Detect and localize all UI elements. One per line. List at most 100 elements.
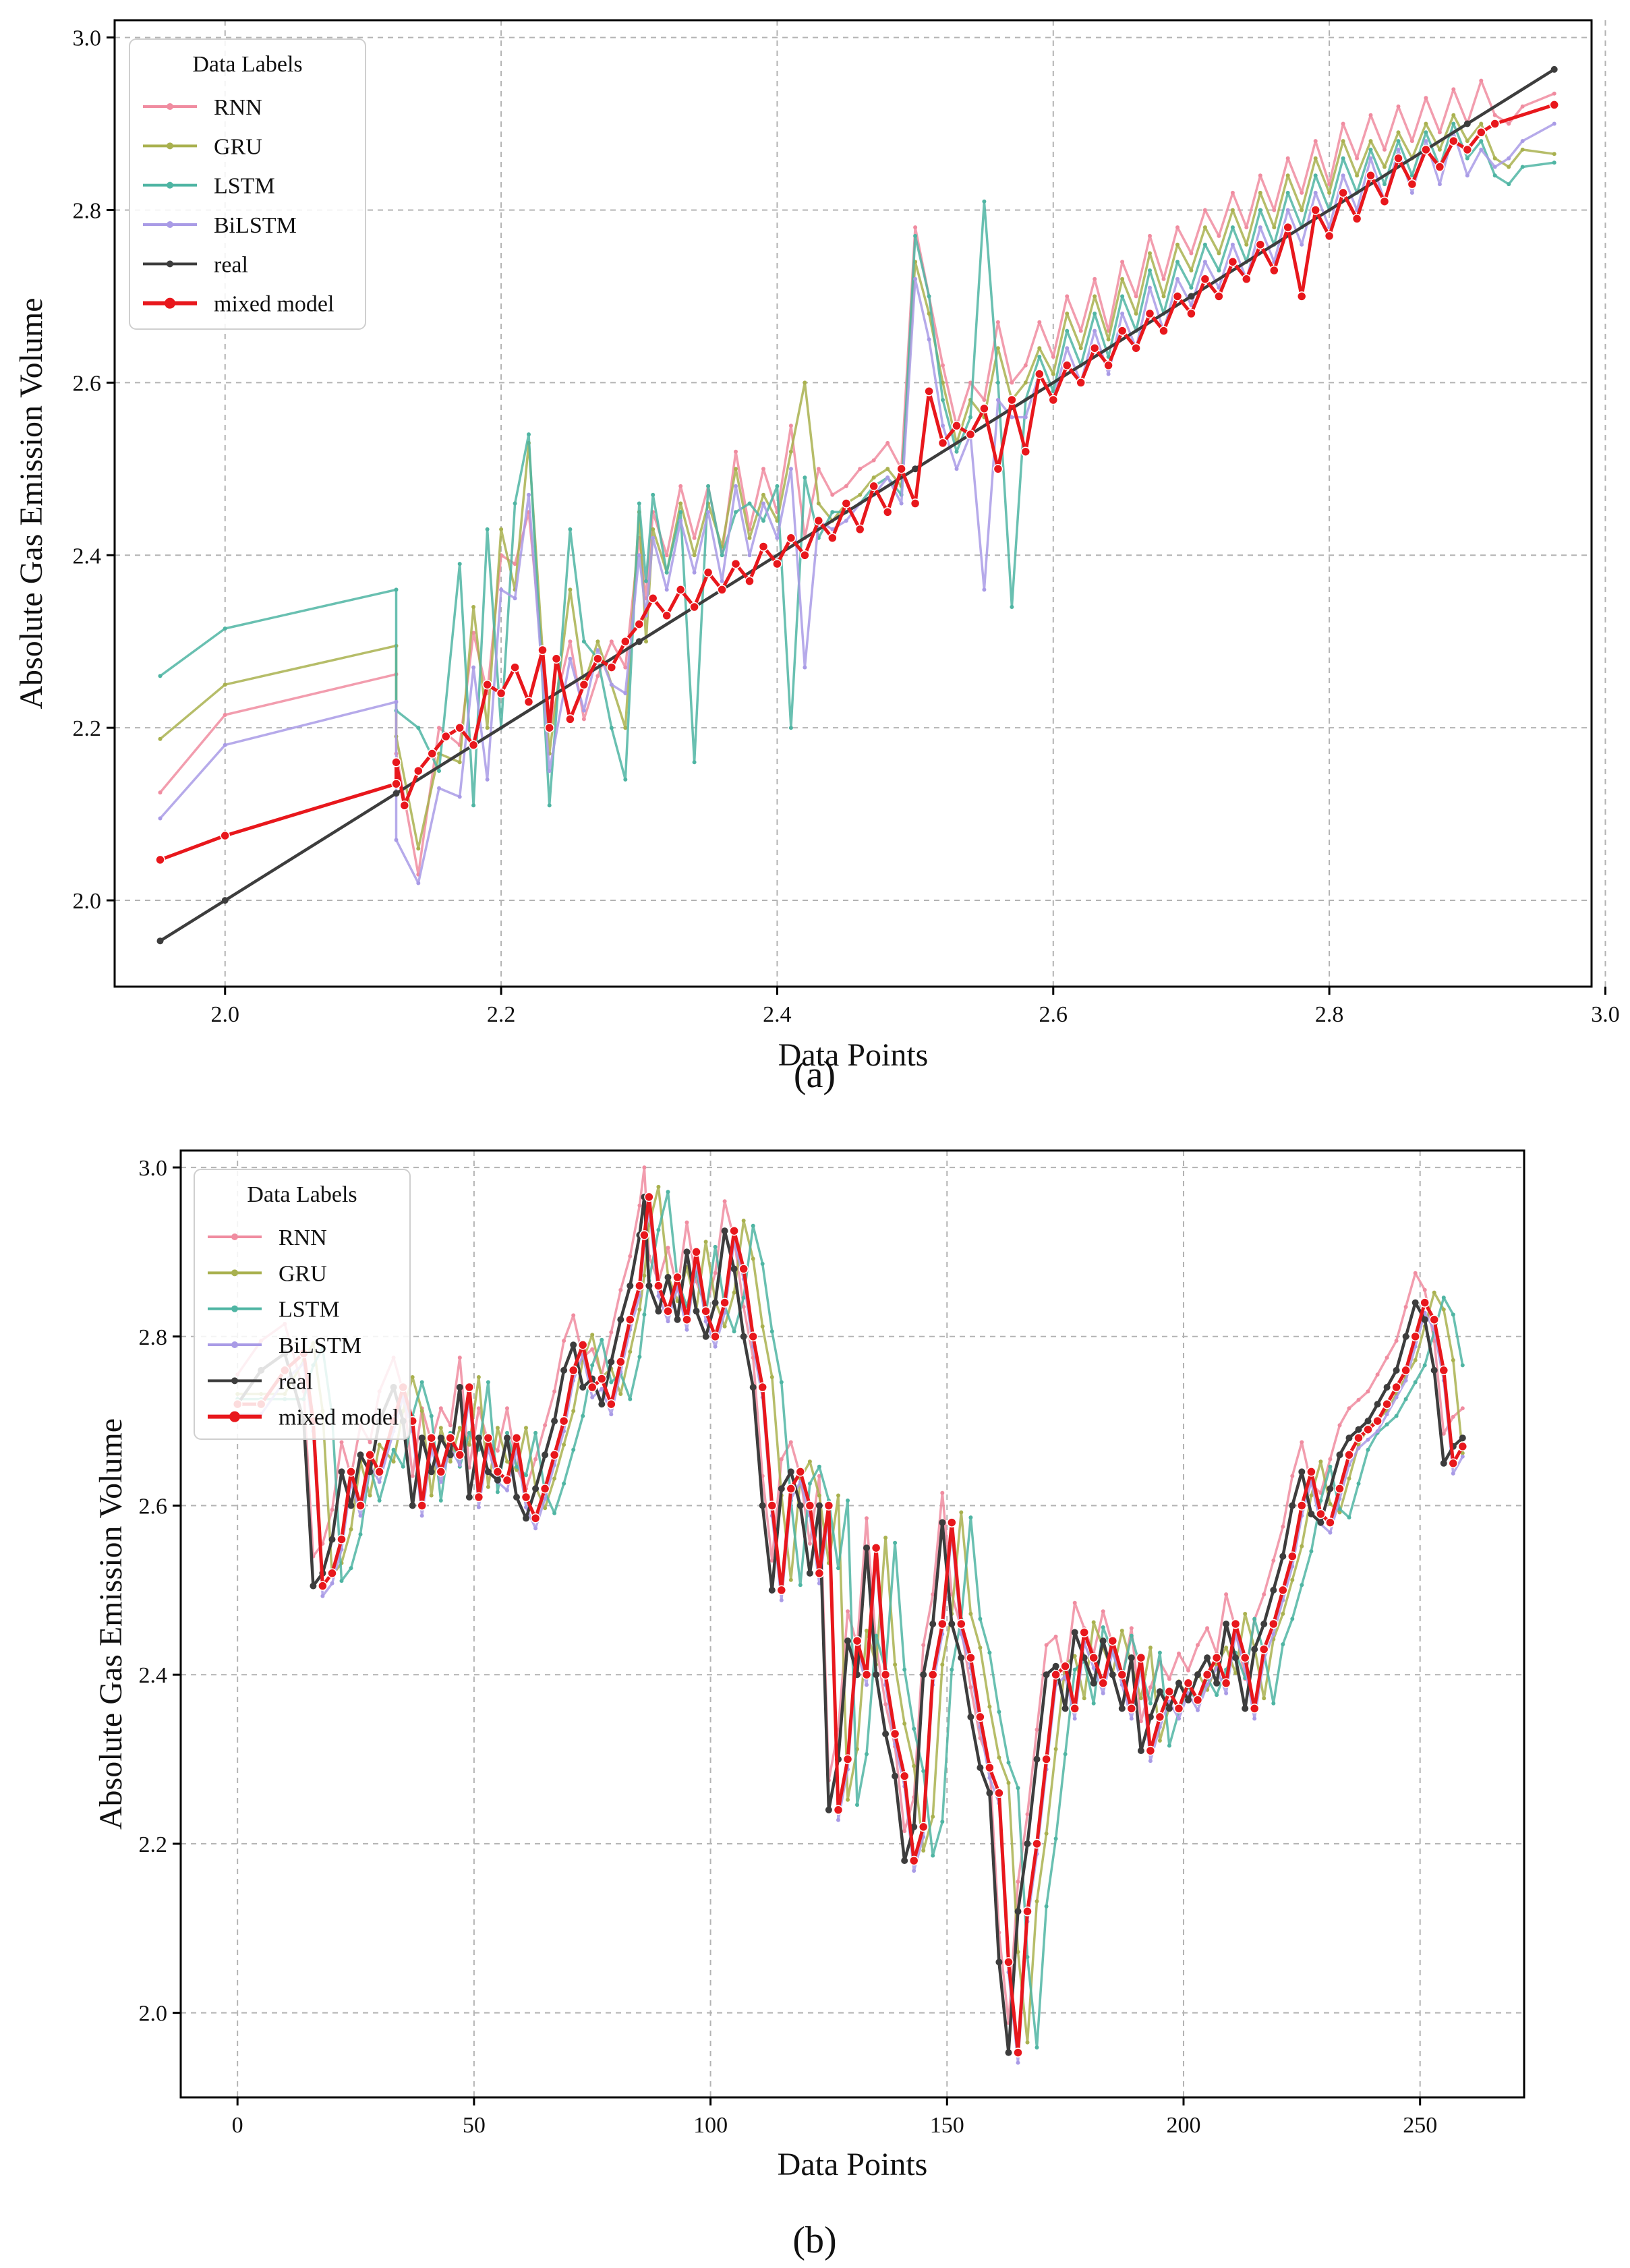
data-point-lstm <box>391 1447 396 1452</box>
data-point-lstm <box>1366 1447 1370 1452</box>
data-point-bilstm <box>1492 165 1497 169</box>
data-point-lstm <box>485 527 490 531</box>
data-point-gru <box>1078 346 1083 351</box>
data-point-bilstm <box>651 535 656 540</box>
data-point-real <box>579 1384 587 1391</box>
data-point-rnn <box>1161 277 1166 281</box>
data-point-real <box>664 1274 672 1281</box>
data-point-gru <box>995 346 1000 351</box>
data-point-rnn <box>1385 1356 1389 1360</box>
data-point-mixed-model <box>1192 1695 1203 1706</box>
data-point-gru <box>485 726 490 730</box>
data-point-real <box>1374 1401 1381 1408</box>
legend-marker-bilstm <box>231 1341 238 1348</box>
data-point-rnn <box>339 1440 344 1445</box>
data-point-bilstm <box>1148 285 1152 290</box>
data-point-rnn <box>495 1449 500 1453</box>
x-tick-label: 2.2 <box>487 1002 516 1027</box>
data-point-rnn <box>941 363 945 368</box>
data-point-rnn <box>1023 363 1028 368</box>
data-point-rnn <box>1230 190 1235 195</box>
data-point-bilstm <box>1271 1632 1276 1636</box>
data-point-bilstm <box>416 881 421 885</box>
x-tick-label: 2.0 <box>210 1002 239 1027</box>
data-point-mixed-model <box>717 585 727 595</box>
data-point-lstm <box>1217 268 1221 272</box>
data-point-mixed-model <box>1051 1669 1061 1680</box>
data-point-bilstm <box>581 708 586 713</box>
data-point-rnn <box>623 665 628 670</box>
data-point-gru <box>1072 1654 1077 1658</box>
data-point-gru <box>732 1290 736 1295</box>
data-point-rnn <box>1186 1668 1190 1673</box>
legend-marker-lstm <box>231 1305 238 1312</box>
data-point-bilstm <box>1451 1471 1455 1476</box>
data-point-bilstm <box>779 1598 784 1602</box>
data-point-mixed-model <box>975 1712 985 1722</box>
data-point-gru <box>410 1375 415 1379</box>
data-point-lstm <box>1271 1701 1276 1706</box>
data-point-real <box>655 1308 662 1315</box>
y-tick-label: 3.0 <box>139 1156 168 1181</box>
data-point-gru <box>678 501 683 506</box>
data-point-bilstm <box>1101 1691 1105 1695</box>
data-point-lstm <box>664 570 669 575</box>
data-point-mixed-model <box>427 749 437 759</box>
data-point-bilstm <box>1375 1429 1380 1434</box>
data-point-gru <box>1138 1696 1143 1701</box>
data-point-lstm <box>1413 1380 1418 1385</box>
data-point-mixed-model <box>1227 256 1238 267</box>
data-point-rnn <box>1409 139 1414 144</box>
data-point-lstm <box>817 1464 821 1469</box>
data-point-real <box>1298 1468 1306 1476</box>
data-point-rnn <box>1025 1812 1030 1817</box>
data-point-gru <box>1441 1307 1446 1312</box>
data-point-bilstm <box>330 1581 334 1586</box>
data-point-mixed-model <box>1035 369 1045 379</box>
data-point-lstm <box>978 1617 983 1621</box>
data-point-rnn <box>438 1406 443 1411</box>
data-point-mixed-model <box>523 697 534 707</box>
data-point-lstm <box>747 501 752 506</box>
data-point-mixed-model <box>1325 1517 1335 1528</box>
series-line-mixed-model <box>159 103 1555 862</box>
data-point-gru <box>1233 1670 1238 1675</box>
data-point-bilstm <box>747 553 752 558</box>
data-point-rnn <box>1347 1406 1351 1411</box>
data-point-real <box>759 1502 766 1509</box>
data-point-rnn <box>1328 1457 1333 1461</box>
legend-marker-gru <box>231 1269 238 1277</box>
data-point-mixed-model <box>1186 308 1196 319</box>
data-point-rnn <box>1520 104 1525 109</box>
data-point-lstm <box>997 1710 1001 1714</box>
data-point-gru <box>1347 1476 1351 1481</box>
data-point-gru <box>1119 1629 1124 1633</box>
data-point-real <box>1128 1654 1135 1662</box>
data-point-bilstm <box>457 794 462 799</box>
data-point-real <box>428 1468 435 1476</box>
data-point-real <box>873 1671 880 1679</box>
data-point-rnn <box>410 1474 415 1478</box>
data-point-mixed-model <box>1126 1704 1137 1714</box>
data-point-mixed-model <box>1344 1450 1354 1460</box>
data-point-real <box>1364 1418 1372 1425</box>
data-point-rnn <box>1120 260 1125 264</box>
plot-frame <box>113 19 1593 988</box>
data-point-lstm <box>438 1499 443 1503</box>
data-point-mixed-model <box>577 1340 588 1350</box>
data-point-bilstm <box>590 1395 595 1399</box>
data-point-mixed-model <box>772 558 782 569</box>
data-point-gru <box>865 1629 869 1633</box>
data-point-mixed-model <box>502 1475 513 1486</box>
x-tick-label: 0 <box>232 2113 243 2138</box>
data-point-rnn <box>1437 130 1442 135</box>
data-point-mixed-model <box>675 585 686 595</box>
data-point-mixed-model <box>882 507 893 517</box>
data-point-mixed-model <box>635 1281 645 1291</box>
data-point-lstm <box>644 579 648 583</box>
data-point-bilstm <box>377 1480 382 1484</box>
data-point-mixed-model <box>413 765 424 776</box>
data-point-bilstm <box>476 1505 481 1509</box>
data-point-mixed-model <box>551 653 562 664</box>
panel-b-label: (b) <box>792 2219 836 2261</box>
